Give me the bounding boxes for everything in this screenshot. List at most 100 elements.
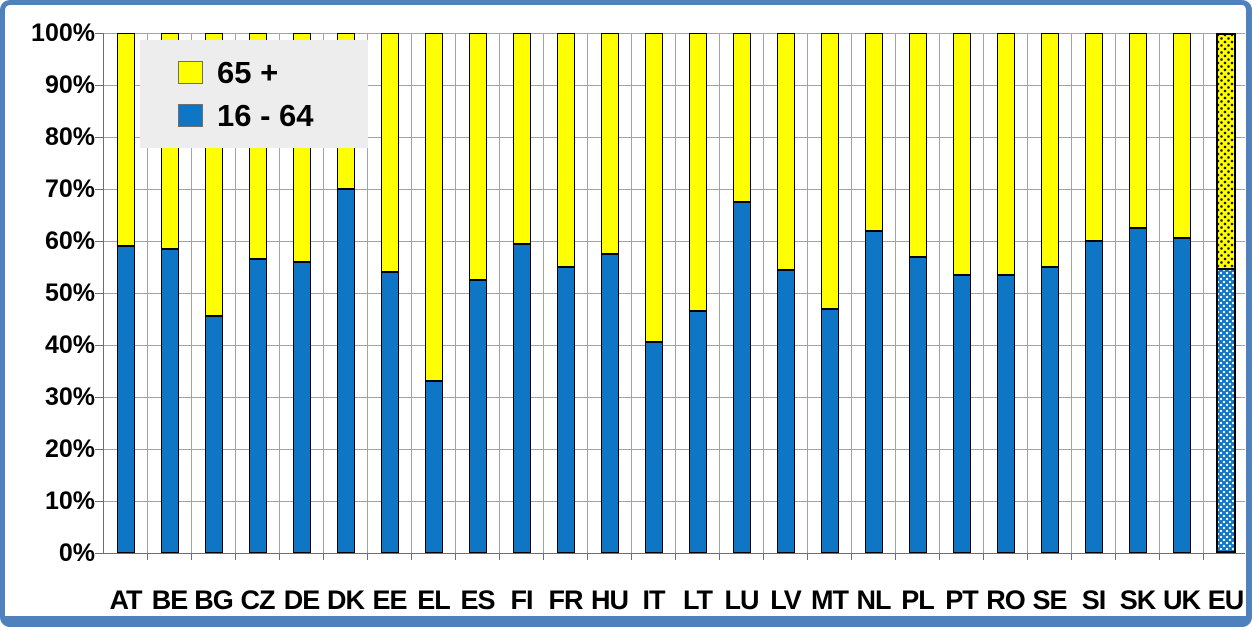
x-axis-tick [147,554,148,560]
y-axis-tick [95,345,103,346]
category-cell-PL: PL [896,33,940,615]
segment-16-64-FI [513,242,530,552]
y-axis-label-30: 30% [44,383,95,411]
x-axis-tick [499,554,500,560]
segment-65plus-SE [1041,34,1058,266]
segment-65plus-HU [601,34,618,253]
bar-SK [1128,33,1147,553]
x-axis-tick [411,554,412,560]
segment-65plus-EL [425,34,442,381]
segment-16-64-AT [117,245,134,552]
y-axis-tick [95,553,103,554]
segment-65plus-IT [645,34,662,342]
segment-16-64-LT [689,310,706,552]
segment-16-64-CZ [249,258,266,552]
x-axis-tick [543,554,544,560]
category-cell-RO: RO [984,33,1028,615]
x-axis-tick [1247,554,1248,560]
bar-SE [1040,33,1059,553]
x-axis-label-LT: LT [683,585,713,615]
y-axis-tick [95,33,103,34]
segment-65plus-EE [381,34,398,272]
segment-16-64-EE [381,271,398,552]
x-axis-tick [235,554,236,560]
segment-16-64-PL [909,255,926,552]
x-axis-tick [807,554,808,560]
category-cell-EE: EE [368,33,412,615]
legend-item-16-64: 16 - 64 [178,100,368,131]
x-axis-label-EE: EE [372,585,407,615]
segment-16-64-RO [997,273,1014,552]
y-axis-label-50: 50% [44,279,95,307]
segment-16-64-SK [1129,227,1146,552]
legend-swatch-65plus [178,61,203,84]
x-axis-tick [895,554,896,560]
bar-EL [424,33,443,553]
y-axis-label-40: 40% [44,331,95,359]
x-axis-tick [455,554,456,560]
x-axis-tick [1115,554,1116,560]
bar-AT [116,33,135,553]
segment-16-64-LV [777,268,794,552]
category-cell-LU: LU [720,33,764,615]
x-axis-tick [367,554,368,560]
segment-16-64-SE [1041,266,1058,552]
x-axis-tick [675,554,676,560]
bar-LV [776,33,795,553]
x-axis-label-AT: AT [109,585,143,615]
segment-65plus-PL [909,34,926,256]
segment-65plus-LV [777,34,794,269]
segment-16-64-DK [337,188,354,552]
bar-PT [952,33,971,553]
y-axis-label-10: 10% [44,487,95,515]
x-axis-label-IT: IT [642,585,666,615]
segment-16-64-NL [865,229,882,552]
segment-16-64-EL [425,380,442,552]
legend-label-16-64: 16 - 64 [217,98,314,133]
category-cell-EU: EU [1204,33,1246,615]
segment-65plus-LU [733,34,750,201]
x-axis-label-DK: DK [327,585,365,615]
x-axis-label-EL: EL [417,585,451,615]
segment-16-64-EU [1217,267,1234,551]
bar-IT [644,33,663,553]
category-cell-SI: SI [1072,33,1116,615]
x-axis-tick [631,554,632,560]
x-axis-tick [983,554,984,560]
segment-65plus-EU [1217,35,1234,268]
x-axis-tick [719,554,720,560]
segment-65plus-PT [953,34,970,274]
y-axis-label-100: 100% [31,19,95,47]
bar-FI [512,33,531,553]
segment-16-64-DE [293,260,310,552]
category-cell-HU: HU [588,33,632,615]
segment-65plus-SK [1129,34,1146,227]
x-axis-label-EU: EU [1207,585,1245,615]
x-axis-label-SE: SE [1032,585,1067,615]
bar-EE [380,33,399,553]
category-cell-SK: SK [1116,33,1160,615]
y-axis-label-70: 70% [44,175,95,203]
legend-item-65plus: 65 + [178,57,368,88]
category-cell-FR: FR [544,33,588,615]
bar-EU [1215,33,1236,553]
category-cell-ES: ES [456,33,500,615]
segment-16-64-IT [645,341,662,552]
x-axis-label-RO: RO [986,585,1026,615]
legend: 65 + 16 - 64 [140,40,368,148]
segment-65plus-FI [513,34,530,243]
segment-65plus-MT [821,34,838,308]
bar-LT [688,33,707,553]
category-cell-IT: IT [632,33,676,615]
x-axis-label-BE: BE [151,585,189,615]
category-cell-PT: PT [940,33,984,615]
x-axis-label-LU: LU [724,585,760,615]
y-axis-tick [95,293,103,294]
category-cell-EL: EL [412,33,456,615]
category-cell-SE: SE [1028,33,1072,615]
bar-NL [864,33,883,553]
x-axis-tick [763,554,764,560]
bar-ES [468,33,487,553]
x-axis-label-SI: SI [1081,585,1107,615]
